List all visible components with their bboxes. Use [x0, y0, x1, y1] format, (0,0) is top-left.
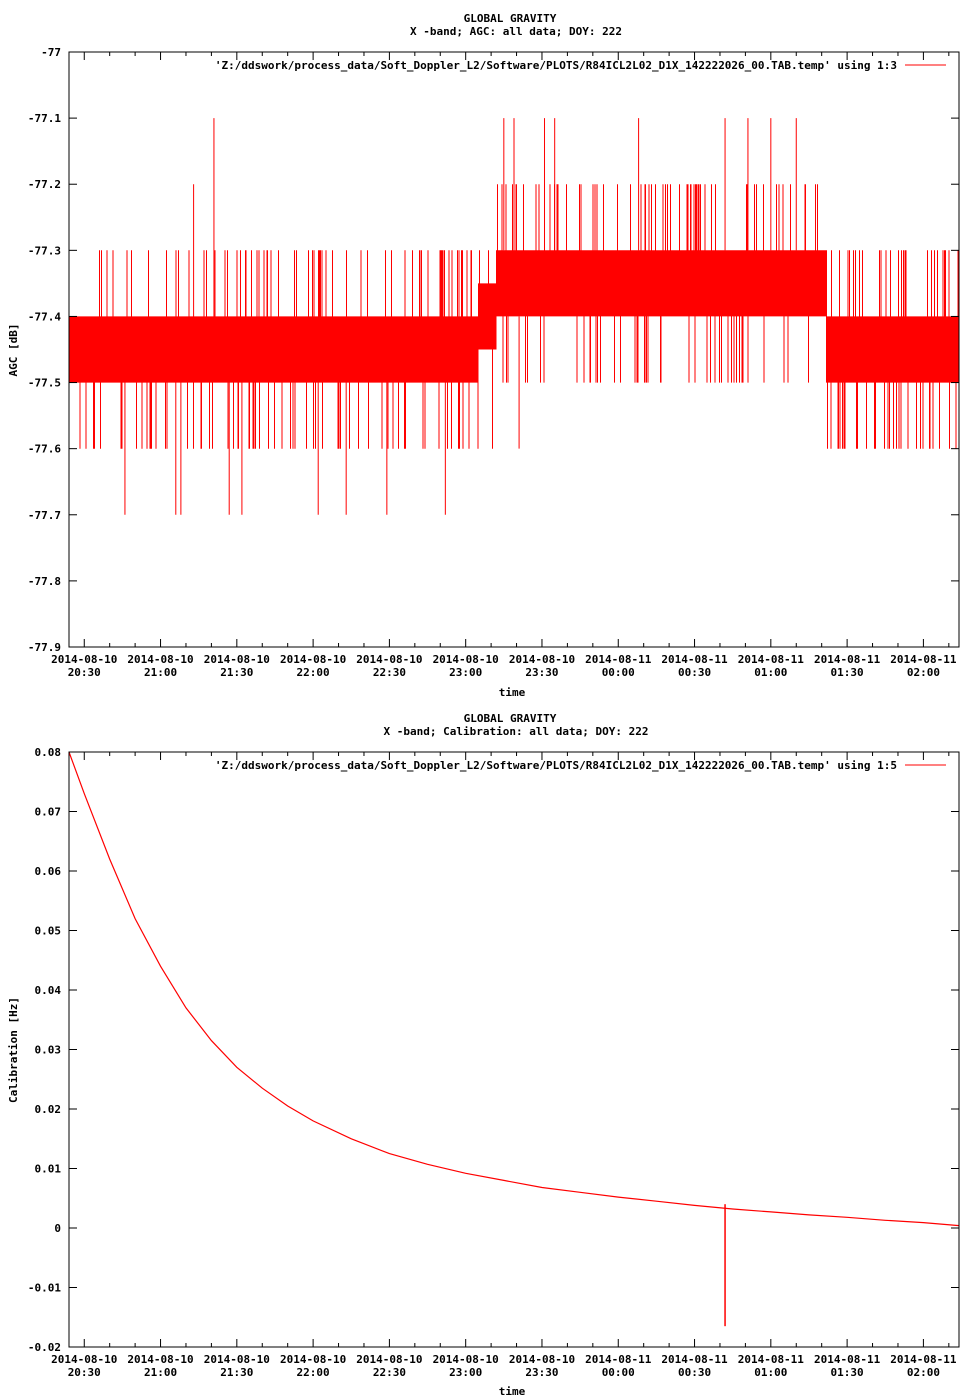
- calibration-y-tick-label: -0.01: [28, 1282, 61, 1295]
- calibration-x-tick-time: 20:30: [68, 1366, 101, 1379]
- calibration-x-tick-date: 2014-08-11: [738, 1353, 805, 1366]
- agc-x-tick-date: 2014-08-11: [738, 653, 805, 666]
- calibration-chart: GLOBAL GRAVITY X -band; Calibration: all…: [7, 712, 960, 1398]
- agc-x-tick-date: 2014-08-11: [890, 653, 957, 666]
- agc-x-tick-time: 01:00: [754, 666, 787, 679]
- calibration-y-tick-label: 0.02: [35, 1103, 62, 1116]
- agc-y-axis-label: AGC [dB]: [7, 324, 20, 377]
- calibration-x-tick-date: 2014-08-10: [280, 1353, 346, 1366]
- agc-x-tick-time: 22:30: [373, 666, 406, 679]
- agc-plot-frame: [68, 51, 960, 648]
- calibration-plot-frame: [68, 751, 960, 1348]
- agc-x-tick-time: 02:00: [907, 666, 940, 679]
- agc-axes-group: -77 -77.1 -77.2 -77.3 -77.4 -77.5 -77.6 -77.7 -7…: [28, 46, 960, 679]
- calibration-x-tick-time: 01:00: [754, 1366, 787, 1379]
- agc-y-tick-label: -77: [41, 46, 61, 59]
- calibration-x-tick-time: 22:30: [373, 1366, 406, 1379]
- agc-x-tick-time: 21:00: [144, 666, 177, 679]
- calibration-x-tick-date: 2014-08-10: [204, 1353, 270, 1366]
- calibration-y-tick-label: 0.05: [35, 925, 62, 938]
- calibration-x-tick-date: 2014-08-10: [127, 1353, 193, 1366]
- calibration-y-tick-label: 0: [54, 1222, 61, 1235]
- agc-x-tick-date: 2014-08-10: [356, 653, 422, 666]
- calibration-x-axis-label: time: [499, 1385, 526, 1398]
- calibration-x-tick-time: 21:00: [144, 1366, 177, 1379]
- calibration-y-tick-label: 0.08: [35, 746, 62, 759]
- agc-chart-subtitle: X -band; AGC: all data; DOY: 222: [410, 25, 622, 38]
- agc-x-tick-time: 00:00: [602, 666, 635, 679]
- calibration-x-tick-time: 21:30: [220, 1366, 253, 1379]
- agc-y-tick-label: -77.6: [28, 443, 61, 456]
- agc-y-tick-label: -77.4: [28, 310, 61, 323]
- calibration-legend-label: 'Z:/ddswork/process_data/Soft_Doppler_L2…: [215, 759, 897, 772]
- calibration-x-tick-time: 02:00: [907, 1366, 940, 1379]
- calibration-y-tick-label: 0.01: [35, 1163, 62, 1176]
- agc-y-tick-label: -77.3: [28, 244, 61, 257]
- calibration-x-tick-time: 01:30: [831, 1366, 864, 1379]
- agc-series-band: [69, 184, 959, 449]
- agc-x-tick-date: 2014-08-11: [814, 653, 881, 666]
- calibration-x-tick-time: 00:30: [678, 1366, 711, 1379]
- calibration-y-tick-label: 0.06: [35, 865, 62, 878]
- agc-x-tick-time: 23:00: [449, 666, 482, 679]
- calibration-x-tick-time: 23:30: [525, 1366, 558, 1379]
- calibration-y-tick-label: 0.07: [35, 806, 62, 819]
- agc-chart: GLOBAL GRAVITY X -band; AGC: all data; D…: [7, 12, 960, 699]
- agc-chart-title: GLOBAL GRAVITY: [464, 12, 557, 25]
- calibration-x-tick-time: 23:00: [449, 1366, 482, 1379]
- calibration-axes-group: 0.08 0.07 0.06 0.05 0.04 0.03 0.02 0.01 0 -0.01 -0…: [28, 746, 960, 1379]
- agc-x-tick-time: 20:30: [68, 666, 101, 679]
- calibration-x-tick-date: 2014-08-10: [51, 1353, 117, 1366]
- agc-series-group: [69, 118, 959, 515]
- calibration-x-tick-date: 2014-08-10: [356, 1353, 422, 1366]
- calibration-x-tick-date: 2014-08-11: [814, 1353, 881, 1366]
- calibration-series-line: [68, 751, 960, 1227]
- agc-x-tick-time: 21:30: [220, 666, 253, 679]
- agc-x-tick-time: 22:00: [297, 666, 330, 679]
- agc-x-tick-date: 2014-08-10: [204, 653, 270, 666]
- calibration-series-group: [68, 751, 960, 1327]
- calibration-chart-title: GLOBAL GRAVITY: [464, 712, 557, 725]
- agc-x-tick-time: 00:30: [678, 666, 711, 679]
- agc-x-tick-time: 01:30: [831, 666, 864, 679]
- agc-x-tick-date: 2014-08-10: [280, 653, 346, 666]
- agc-x-tick-time: 23:30: [525, 666, 558, 679]
- agc-x-axis-label: time: [499, 686, 526, 699]
- calibration-x-tick-date: 2014-08-11: [661, 1353, 728, 1366]
- calibration-x-tick-date: 2014-08-11: [585, 1353, 652, 1366]
- calibration-x-tick-time: 22:00: [297, 1366, 330, 1379]
- calibration-x-tick-date: 2014-08-10: [433, 1353, 499, 1366]
- calibration-x-tick-date: 2014-08-11: [890, 1353, 957, 1366]
- agc-legend-label: 'Z:/ddswork/process_data/Soft_Doppler_L2…: [215, 59, 897, 72]
- agc-y-tick-label: -77.7: [28, 509, 61, 522]
- calibration-y-axis-label: Calibration [Hz]: [7, 997, 20, 1103]
- calibration-x-tick-date: 2014-08-10: [509, 1353, 575, 1366]
- agc-y-tick-label: -77.9: [28, 641, 61, 654]
- calibration-y-tick-label: 0.04: [35, 984, 62, 997]
- agc-y-tick-label: -77.2: [28, 178, 61, 191]
- agc-y-tick-label: -77.1: [28, 112, 61, 125]
- agc-y-tick-label: -77.5: [28, 377, 61, 390]
- agc-x-tick-date: 2014-08-10: [127, 653, 193, 666]
- calibration-y-tick-label: 0.03: [35, 1044, 62, 1057]
- agc-x-tick-date: 2014-08-11: [661, 653, 728, 666]
- calibration-y-tick-label: -0.02: [28, 1341, 61, 1354]
- calibration-x-tick-time: 00:00: [602, 1366, 635, 1379]
- agc-x-tick-date: 2014-08-10: [509, 653, 575, 666]
- agc-x-tick-date: 2014-08-10: [51, 653, 117, 666]
- agc-x-tick-date: 2014-08-11: [585, 653, 652, 666]
- agc-x-tick-date: 2014-08-10: [433, 653, 499, 666]
- calibration-chart-subtitle: X -band; Calibration: all data; DOY: 222: [384, 725, 649, 738]
- agc-y-tick-label: -77.8: [28, 575, 61, 588]
